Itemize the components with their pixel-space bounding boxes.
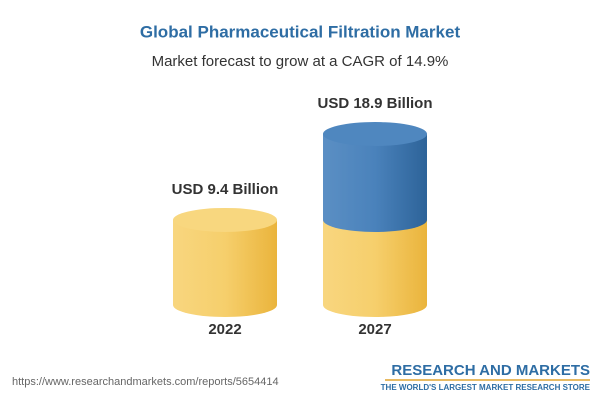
cylinder-base <box>323 293 427 317</box>
cylinder-base <box>173 293 277 317</box>
cylinder-base <box>323 207 427 232</box>
brand: RESEARCH AND MARKETS <box>391 362 590 379</box>
chart-title: Global Pharmaceutical Filtration Market <box>140 22 461 41</box>
cylinder <box>323 122 427 317</box>
cylinder-body <box>323 134 427 220</box>
chart-subtitle: Market forecast to grow at a CAGR of 14.… <box>152 53 449 70</box>
cylinder-top <box>323 122 427 146</box>
source-url: https://www.researchandmarkets.com/repor… <box>12 376 279 388</box>
cylinder-top <box>173 207 277 232</box>
cylinder-body <box>323 219 427 305</box>
tagline: THE WORLD'S LARGEST MARKET RESEARCH STOR… <box>381 383 591 392</box>
cylinder-body <box>173 219 277 305</box>
x-tick-label: 2027 <box>358 321 391 338</box>
cylinder <box>173 207 277 317</box>
value-label: USD 18.9 Billion <box>317 95 432 112</box>
value-label: USD 9.4 Billion <box>172 181 279 198</box>
x-tick-label: 2022 <box>208 321 241 338</box>
